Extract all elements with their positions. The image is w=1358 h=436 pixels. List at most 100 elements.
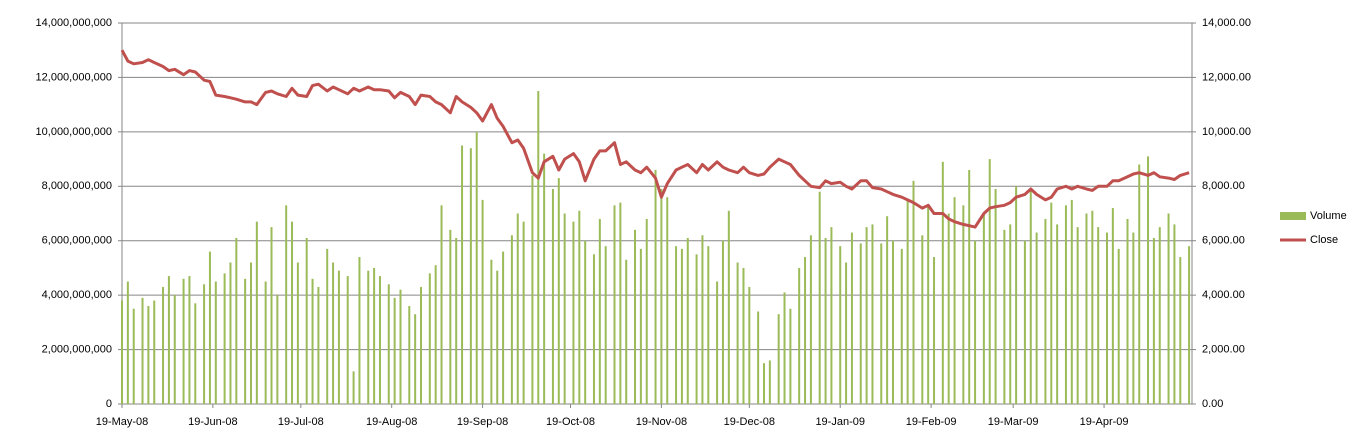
volume-bar — [736, 262, 739, 404]
x-tick-label: 19-Mar-09 — [988, 416, 1039, 428]
volume-bar — [707, 246, 710, 404]
volume-bar — [373, 267, 376, 404]
y-tick-label: 12,000,000,000 — [36, 71, 112, 83]
volume-bar — [1147, 156, 1150, 404]
volume-bar — [1035, 232, 1038, 404]
volume-bar — [1179, 257, 1182, 404]
volume-bar — [132, 308, 135, 404]
volume-bar — [522, 221, 525, 404]
volume-bar — [578, 210, 581, 404]
volume-bar — [510, 235, 513, 404]
y2-tick-label: 10,000.00 — [1202, 126, 1251, 138]
y2-tick-label: 6,000.00 — [1202, 235, 1245, 247]
volume-bar — [1085, 213, 1088, 404]
volume-bar — [933, 257, 936, 404]
volume-bar — [886, 216, 889, 404]
volume-bar — [789, 308, 792, 404]
volume-bar — [141, 297, 144, 404]
y-tick-label: 10,000,000,000 — [36, 126, 112, 138]
volume-bar — [604, 246, 607, 404]
volume-bar — [1003, 229, 1006, 404]
volume-bar — [244, 278, 247, 404]
volume-bar — [337, 270, 340, 404]
volume-bar — [1029, 189, 1032, 404]
volume-bar — [968, 169, 971, 404]
volume-bar — [625, 259, 628, 404]
volume-bar — [358, 257, 361, 404]
y-tick-label: 4,000,000,000 — [42, 289, 112, 301]
volume-bar — [1064, 205, 1067, 404]
y-tick-label: 8,000,000,000 — [42, 180, 112, 192]
volume-bar — [229, 262, 232, 404]
y-tick-label: 14,000,000,000 — [36, 17, 112, 29]
volume-bar — [845, 262, 848, 404]
volume-bar — [871, 224, 874, 404]
volume-bar — [1126, 218, 1129, 404]
volume-bar — [859, 243, 862, 404]
volume-bar — [974, 240, 977, 404]
x-tick-label: 19-Apr-09 — [1080, 416, 1129, 428]
volume-bar — [543, 153, 546, 404]
volume-bar — [727, 210, 730, 404]
volume-bar — [921, 235, 924, 404]
volume-bar — [1050, 202, 1053, 404]
volume-bar — [891, 240, 894, 404]
volume-bar — [613, 205, 616, 404]
volume-bar — [839, 246, 842, 404]
x-tick-label: 19-Aug-08 — [366, 416, 417, 428]
volume-bar — [830, 227, 833, 404]
volume-bar — [865, 227, 868, 404]
volume-bar — [1105, 232, 1108, 404]
volume-bar — [953, 197, 956, 404]
volume-bar — [249, 262, 252, 404]
volume-bar — [777, 314, 780, 404]
volume-bar — [326, 248, 329, 404]
volume-bar — [1023, 240, 1026, 404]
volume-bar — [194, 303, 197, 404]
volume-bar — [469, 148, 472, 404]
volume-bar — [927, 205, 930, 404]
volume-bar — [346, 276, 349, 404]
volume-bar — [598, 218, 601, 404]
volume-bar — [126, 281, 129, 404]
close-line — [120, 49, 1190, 229]
volume-bar — [880, 243, 883, 404]
volume-bar — [516, 213, 519, 404]
volume-bar — [962, 205, 965, 404]
volume-bar — [686, 237, 689, 404]
volume-bar — [285, 205, 288, 404]
volume-bar — [475, 131, 478, 404]
volume-bar — [203, 284, 206, 404]
x-tick-label: 19-Jun-08 — [188, 416, 238, 428]
y2-tick-label: 14,000.00 — [1202, 17, 1251, 29]
volume-bar — [1009, 224, 1012, 404]
volume-bar — [255, 221, 258, 404]
volume-bar — [173, 295, 176, 404]
volume-bar — [147, 306, 150, 404]
volume-bar — [639, 248, 642, 404]
volume-bar — [496, 270, 499, 404]
volume-bar — [167, 276, 170, 404]
x-tick-label: 19-Dec-08 — [724, 416, 775, 428]
volume-bar — [223, 273, 226, 404]
volume-bar — [912, 180, 915, 404]
volume-bar — [264, 281, 267, 404]
volume-bar — [162, 286, 165, 404]
volume-bar — [1138, 164, 1141, 404]
volume-bar — [721, 240, 724, 404]
volume-bar — [208, 251, 211, 404]
volume-bar — [428, 273, 431, 404]
volume-bar — [502, 251, 505, 404]
volume-bar — [291, 221, 294, 404]
legend-label: Close — [1310, 234, 1338, 246]
volume-bar — [387, 284, 390, 404]
volume-bar — [434, 265, 437, 404]
volume-bar — [563, 213, 566, 404]
volume-bar — [757, 311, 760, 404]
volume-bar — [420, 286, 423, 404]
volume-bar — [1091, 210, 1094, 404]
volume-bar — [666, 197, 669, 404]
volume-bar — [378, 276, 381, 404]
volume-bar — [906, 199, 909, 404]
x-tick-label: 19-Nov-08 — [636, 416, 687, 428]
